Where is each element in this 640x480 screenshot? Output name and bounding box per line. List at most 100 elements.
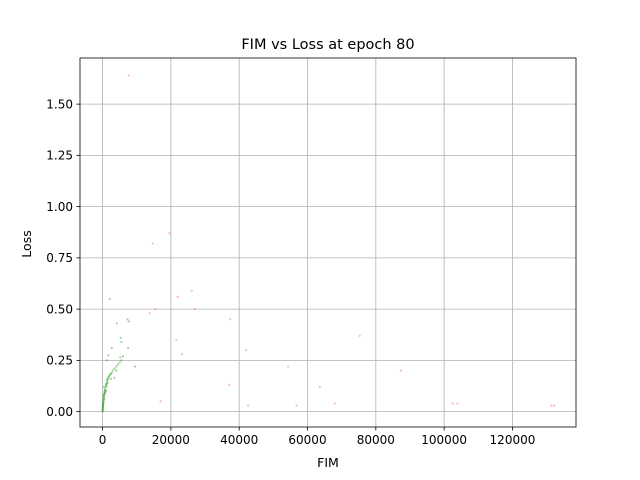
data-point <box>148 312 151 315</box>
data-point <box>108 374 111 377</box>
data-point <box>102 397 105 400</box>
y-tick-label: 1.50 <box>46 97 73 111</box>
data-point <box>103 393 106 396</box>
data-point <box>102 385 106 389</box>
data-point <box>104 390 108 393</box>
data-point <box>190 289 193 292</box>
plot-border <box>79 57 577 428</box>
data-point <box>101 406 104 409</box>
data-point <box>109 372 113 375</box>
data-point <box>113 376 116 379</box>
data-point <box>333 402 336 405</box>
data-point <box>104 392 107 395</box>
data-point <box>103 391 106 394</box>
data-point <box>103 390 106 393</box>
data-point <box>318 385 321 389</box>
data-point <box>286 365 290 368</box>
scatter-points <box>101 74 556 413</box>
x-ticks: 0 20000 40000 60000 80000 100000 120000 <box>99 427 535 447</box>
data-point <box>102 394 105 397</box>
chart-title: FIM vs Loss at epoch 80 <box>241 37 414 53</box>
data-point <box>102 398 105 401</box>
data-point <box>102 402 105 405</box>
data-point <box>244 349 248 352</box>
data-point <box>127 346 130 350</box>
data-point <box>102 394 106 397</box>
data-point <box>101 404 105 407</box>
data-point <box>151 242 154 245</box>
data-point <box>104 387 107 391</box>
data-point <box>113 367 116 370</box>
data-point <box>105 381 108 385</box>
data-point <box>229 318 232 321</box>
data-point <box>102 401 105 404</box>
data-point <box>101 408 104 411</box>
data-point <box>107 354 110 357</box>
x-tick-label: 80000 <box>357 433 395 447</box>
data-point <box>399 369 402 372</box>
data-point <box>127 74 130 77</box>
data-point <box>102 395 106 398</box>
data-point <box>102 402 105 405</box>
x-tick-label: 60000 <box>288 433 326 447</box>
data-point <box>119 356 122 359</box>
data-point <box>109 377 113 380</box>
data-point <box>121 355 125 358</box>
plot-area <box>80 58 576 427</box>
data-point <box>193 308 196 311</box>
grid <box>80 58 576 427</box>
data-point <box>104 383 108 387</box>
data-point <box>358 334 361 337</box>
data-point <box>110 346 113 350</box>
data-point <box>101 404 105 407</box>
data-point <box>118 361 121 364</box>
data-point <box>120 340 123 344</box>
data-point <box>105 384 108 388</box>
y-tick-label: 0.75 <box>46 251 73 265</box>
data-point <box>108 373 112 376</box>
data-point <box>103 398 106 401</box>
data-point <box>154 308 157 311</box>
data-point <box>110 371 113 374</box>
data-point <box>451 402 454 405</box>
data-point <box>101 410 104 413</box>
data-point <box>111 369 114 372</box>
x-tick-label: 0 <box>99 433 107 447</box>
data-point <box>103 392 106 395</box>
x-tick-label: 20000 <box>152 433 190 447</box>
data-point <box>228 383 231 387</box>
y-tick-label: 0.00 <box>46 405 73 419</box>
data-point <box>115 365 118 368</box>
y-tick-label: 0.50 <box>46 302 73 316</box>
data-point <box>119 336 122 339</box>
x-tick-label: 100000 <box>421 433 467 447</box>
data-point <box>105 359 109 362</box>
data-point <box>126 318 129 321</box>
x-tick-label: 40000 <box>220 433 258 447</box>
data-point <box>104 385 107 389</box>
data-point <box>102 400 105 403</box>
data-point <box>175 338 178 341</box>
data-point <box>159 400 162 403</box>
data-point <box>246 404 250 407</box>
data-point <box>107 375 110 378</box>
data-point <box>107 376 110 379</box>
data-point <box>120 359 123 362</box>
plot-background <box>80 58 576 427</box>
data-point <box>105 379 109 382</box>
y-tick-label: 0.25 <box>46 354 73 368</box>
data-point <box>127 320 130 323</box>
data-point <box>168 232 171 235</box>
data-point <box>295 404 298 407</box>
x-axis-label: FIM <box>317 455 339 470</box>
data-point <box>103 389 107 392</box>
data-point <box>101 405 104 408</box>
data-point <box>106 378 109 381</box>
y-axis-label: Loss <box>19 230 34 257</box>
data-point <box>101 406 104 409</box>
data-point <box>101 403 105 406</box>
data-point <box>115 369 118 372</box>
axes-frame <box>79 57 577 428</box>
data-point <box>180 353 183 356</box>
data-point <box>101 408 104 411</box>
